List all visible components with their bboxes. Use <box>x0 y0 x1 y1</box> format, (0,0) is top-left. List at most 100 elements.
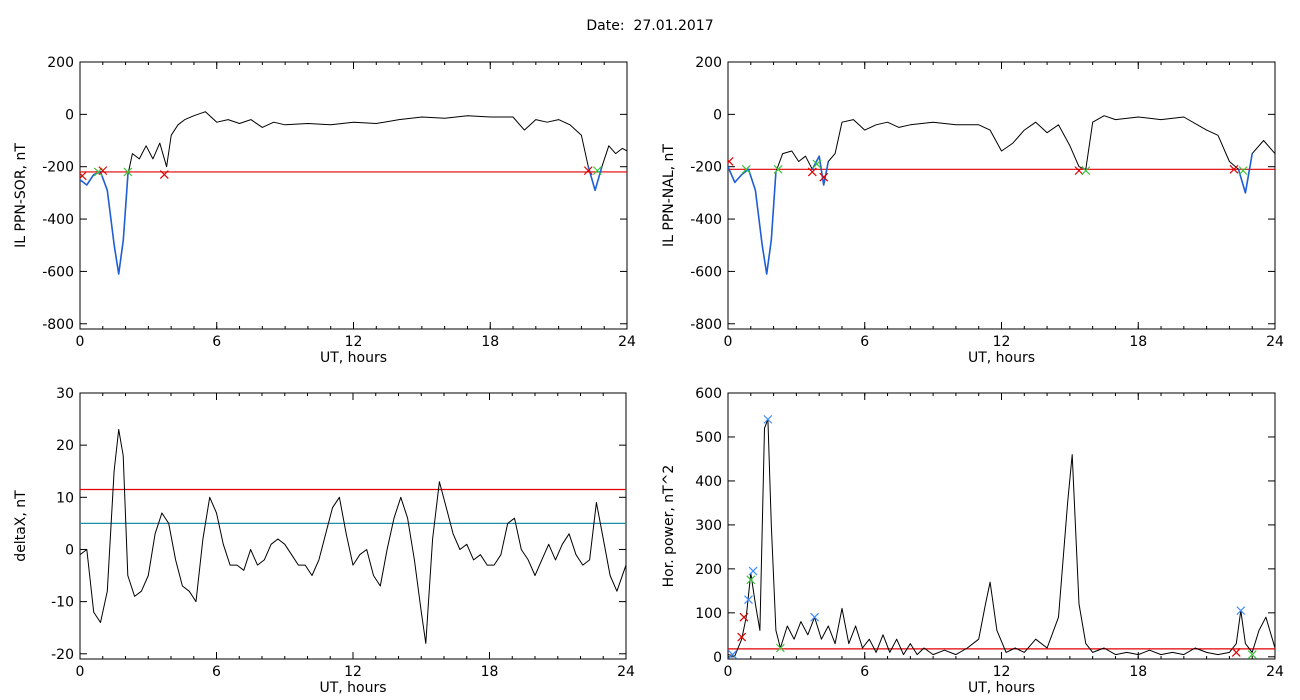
event-marker-stroke <box>746 575 756 585</box>
y-tick-label: -800 <box>42 317 74 333</box>
event-marker <box>1247 650 1257 659</box>
event-marker <box>744 595 753 605</box>
event-marker <box>773 164 783 174</box>
x-tick-label: 6 <box>860 334 869 350</box>
x-tick-label: 6 <box>212 664 221 680</box>
event-marker-stroke <box>159 170 169 179</box>
x-tick-label: 18 <box>481 334 499 350</box>
event-marker <box>1081 166 1091 176</box>
y-axis-label: Hor. power, nT^2 <box>661 465 677 588</box>
event-marker-stroke <box>1081 166 1091 176</box>
event-marker <box>1238 166 1248 176</box>
plot-area <box>80 111 627 275</box>
event-marker-stroke <box>1229 164 1239 174</box>
event-marker-stroke <box>583 166 593 176</box>
event-marker <box>807 167 817 177</box>
x-tick-label: 12 <box>344 664 362 680</box>
series-line-3 <box>1237 153 1253 194</box>
event-marker <box>812 159 822 169</box>
y-tick-label: -200 <box>42 160 74 176</box>
y-tick-label: 0 <box>713 107 722 123</box>
series-line-1 <box>728 166 777 275</box>
event-marker <box>748 566 758 576</box>
event-marker-stroke <box>728 650 737 659</box>
x-tick-label: 24 <box>1266 334 1284 350</box>
series-line-0 <box>80 429 626 644</box>
event-marker <box>98 166 108 176</box>
x-tick-label: 24 <box>618 334 636 350</box>
y-tick-label: -200 <box>690 160 722 176</box>
x-tick-label: 18 <box>1129 334 1147 350</box>
y-tick-label: 200 <box>695 55 722 71</box>
x-tick-label: 18 <box>1129 664 1147 680</box>
event-marker-stroke <box>1247 650 1257 659</box>
series-line-2 <box>587 166 603 192</box>
event-marker <box>1231 647 1241 657</box>
event-marker-stroke <box>775 643 785 653</box>
series-line-1 <box>80 171 129 275</box>
event-marker-stroke <box>737 632 747 642</box>
series-line-0 <box>80 111 627 275</box>
x-tick-label: 0 <box>76 664 85 680</box>
plot-frame <box>79 392 627 660</box>
event-marker <box>737 632 747 642</box>
y-axis-label: IL PPN-NAL, nT <box>661 144 677 247</box>
chart-ppn-nal: 0 6 12 18 24 -800 -600 -400 -200 0 200 UT, hours IL … <box>661 55 1284 366</box>
event-marker <box>728 650 737 659</box>
y-tick-label: -20 <box>51 647 74 663</box>
event-marker <box>775 643 785 653</box>
plot-frame <box>727 61 1276 330</box>
x-tick-label: 24 <box>1266 664 1284 680</box>
x-axis-label: UT, hours <box>319 680 386 696</box>
event-marker <box>1236 606 1246 616</box>
event-marker-stroke <box>98 166 108 176</box>
y-tick-label: 10 <box>56 490 74 506</box>
event-marker-stroke <box>748 566 758 576</box>
event-marker <box>159 170 169 179</box>
y-tick-label: 600 <box>695 386 722 402</box>
y-tick-label: 300 <box>695 518 722 534</box>
x-axis-label: UT, hours <box>968 680 1035 696</box>
x-tick-label: 12 <box>345 334 363 350</box>
y-axis-label: IL PPN-SOR, nT <box>13 143 29 248</box>
x-axis-label: UT, hours <box>968 350 1035 366</box>
event-marker-stroke <box>744 595 753 605</box>
event-marker-stroke <box>819 172 829 182</box>
event-marker <box>80 171 87 181</box>
event-marker <box>1229 164 1239 174</box>
event-marker-stroke <box>810 612 820 622</box>
event-marker-stroke <box>592 166 602 176</box>
y-tick-label: 20 <box>56 438 74 454</box>
x-tick-label: 0 <box>724 334 733 350</box>
event-marker-stroke <box>728 157 734 164</box>
x-tick-label: 12 <box>993 664 1011 680</box>
event-marker <box>810 612 820 622</box>
event-marker-stroke <box>741 164 751 174</box>
event-marker <box>741 164 751 174</box>
y-axis-label: deltaX, nT <box>13 490 29 562</box>
event-marker-stroke <box>812 159 822 169</box>
x-tick-label: 24 <box>617 664 635 680</box>
x-tick-label: 12 <box>993 334 1011 350</box>
event-marker-stroke <box>763 414 773 424</box>
x-tick-label: 18 <box>481 664 499 680</box>
y-tick-label: 100 <box>695 606 722 622</box>
y-tick-label: 30 <box>56 386 74 402</box>
y-tick-label: 0 <box>65 107 74 123</box>
chart-deltax: 0 6 12 18 24 -20 -10 0 10 20 30 UT, hours deltaX, nT <box>13 386 635 696</box>
x-tick-label: 0 <box>724 664 733 680</box>
y-tick-label: -10 <box>51 595 74 611</box>
chart-ppn-sor: 0 6 12 18 24 -800 -600 -400 -200 0 200 UT, hours IL … <box>13 55 636 366</box>
plot-frame <box>79 61 628 330</box>
event-marker-stroke <box>80 171 87 179</box>
y-tick-label: -600 <box>690 264 722 280</box>
event-marker-stroke <box>773 164 783 174</box>
x-tick-label: 0 <box>76 334 85 350</box>
x-axis-label: UT, hours <box>320 350 387 366</box>
y-tick-label: 0 <box>65 542 74 558</box>
chart-hor-power: 0 6 12 18 24 0 100 200 300 400 500 600 UT, hours Hor.… <box>661 386 1284 696</box>
event-marker <box>819 172 829 182</box>
series-line-0 <box>728 418 1275 657</box>
event-marker <box>123 167 133 177</box>
